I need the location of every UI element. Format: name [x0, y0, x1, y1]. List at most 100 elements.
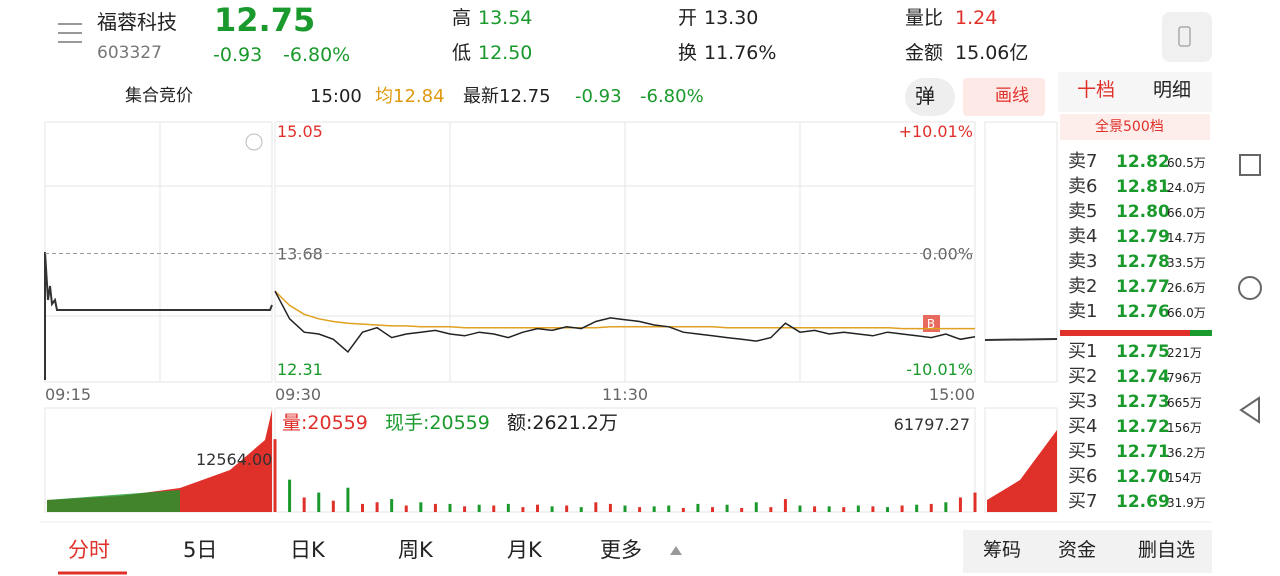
volume-bar: [565, 505, 569, 512]
book-price: 12.71: [1116, 442, 1170, 462]
help-icon[interactable]: [245, 133, 263, 151]
draw-button-bg[interactable]: [963, 78, 1045, 116]
book-label: 买3: [1068, 391, 1098, 412]
book-label: 买2: [1068, 366, 1098, 387]
bar-change: -0.93: [575, 86, 622, 107]
latest-price: 最新12.75: [463, 86, 551, 107]
book-volume: 66.0万: [1167, 206, 1206, 220]
volume-bar: [827, 506, 831, 512]
b-marker-label: B: [927, 317, 935, 331]
stat-label: 高: [452, 7, 472, 29]
tab[interactable]: 周K: [398, 538, 433, 562]
book-volume: 36.2万: [1167, 446, 1206, 460]
book-price: 12.73: [1116, 392, 1170, 412]
book-price: 12.79: [1116, 227, 1170, 247]
volume-bar: [594, 502, 598, 512]
book-volume: 154万: [1167, 471, 1202, 485]
bar-change-pct: -6.80%: [640, 86, 704, 107]
stat-value: 13.30: [704, 7, 759, 29]
hand-text: 现手:20559: [385, 412, 490, 434]
book-link[interactable]: 全景500档: [1095, 119, 1164, 135]
volume-bar: [842, 507, 846, 512]
volume-bar: [856, 505, 860, 512]
volume-bar: [623, 505, 627, 512]
nav-home[interactable]: [1238, 276, 1262, 300]
tab[interactable]: 月K: [507, 538, 542, 562]
volume-bar: [711, 507, 714, 512]
volume-bar: [608, 503, 612, 512]
volume-bar: [536, 504, 539, 512]
stat-value: 12.50: [478, 42, 533, 64]
book-price: 12.80: [1116, 202, 1170, 222]
draw-button[interactable]: 画线: [995, 86, 1029, 106]
nav-recent[interactable]: [1239, 154, 1261, 176]
pct-label: 0.00%: [922, 245, 973, 264]
volume-bar: [448, 503, 452, 512]
stat-value: 11.76%: [704, 42, 777, 64]
book-tab[interactable]: 明细: [1153, 79, 1192, 101]
book-volume: 66.0万: [1167, 306, 1206, 320]
book-tab-bg: [1058, 72, 1212, 112]
button[interactable]: 筹码: [983, 539, 1022, 561]
book-label: 买1: [1068, 341, 1098, 362]
right-line: [984, 338, 1058, 341]
volume-bar: [915, 504, 919, 512]
book-price: 12.74: [1116, 367, 1170, 387]
volume-bar: [798, 505, 802, 512]
y-tick-label: 12.31: [277, 360, 323, 379]
volume-bar: [886, 507, 889, 512]
avg-line: [274, 290, 975, 330]
volume-bar: [973, 492, 977, 512]
volume-bar: [506, 503, 510, 512]
volume-bar: [550, 506, 554, 512]
avg-price: 均12.84: [375, 86, 445, 107]
time-label: 11:30: [602, 385, 648, 404]
book-volume: 24.0万: [1167, 181, 1206, 195]
tab[interactable]: 日K: [290, 538, 325, 562]
time: 15:00: [310, 86, 362, 107]
book-label: 卖3: [1068, 251, 1098, 272]
menu-icon[interactable]: [58, 23, 82, 43]
nav-back[interactable]: [1239, 396, 1260, 424]
stock-name: 福蓉科技: [97, 10, 177, 34]
stat-label: 开: [678, 7, 698, 29]
volume-bar: [813, 506, 817, 512]
volume-bar: [288, 479, 292, 512]
more-arrow[interactable]: [670, 546, 682, 555]
volume-bar: [667, 505, 671, 512]
device-button[interactable]: [1162, 12, 1212, 62]
volume-bar: [463, 506, 467, 512]
volume-bar: [652, 506, 656, 512]
volume-bar: [944, 502, 948, 512]
tab[interactable]: 分时: [68, 538, 110, 562]
book-link-bg[interactable]: [1060, 114, 1210, 140]
tab[interactable]: 5日: [183, 538, 218, 562]
price: 12.75: [214, 1, 316, 39]
volume-bar: [375, 502, 379, 512]
book-label: 买7: [1068, 491, 1098, 512]
right-volume: [987, 430, 1057, 512]
volume-bar: [492, 505, 496, 512]
volume-bar: [302, 497, 306, 512]
book-label: 卖4: [1068, 226, 1098, 247]
book-volume: 156万: [1167, 421, 1202, 435]
book-label: 买4: [1068, 416, 1098, 437]
volume-bar: [404, 505, 408, 512]
popup-button[interactable]: 弹: [915, 84, 935, 108]
volume-bar: [273, 439, 277, 512]
button[interactable]: 资金: [1058, 539, 1097, 561]
tab[interactable]: 更多: [600, 538, 642, 562]
volume-bar: [433, 503, 437, 512]
book-tab[interactable]: 十档: [1077, 79, 1116, 101]
volume-bar: [346, 487, 350, 512]
volume-bar: [579, 507, 583, 512]
book-price: 12.69: [1116, 492, 1170, 512]
popup-button-bg[interactable]: [905, 78, 955, 116]
button[interactable]: 删自选: [1138, 539, 1196, 561]
volume-bar: [521, 507, 525, 512]
book-price: 12.82: [1116, 152, 1170, 172]
volume-bar: [390, 499, 394, 512]
book-volume: 60.5万: [1167, 156, 1206, 170]
